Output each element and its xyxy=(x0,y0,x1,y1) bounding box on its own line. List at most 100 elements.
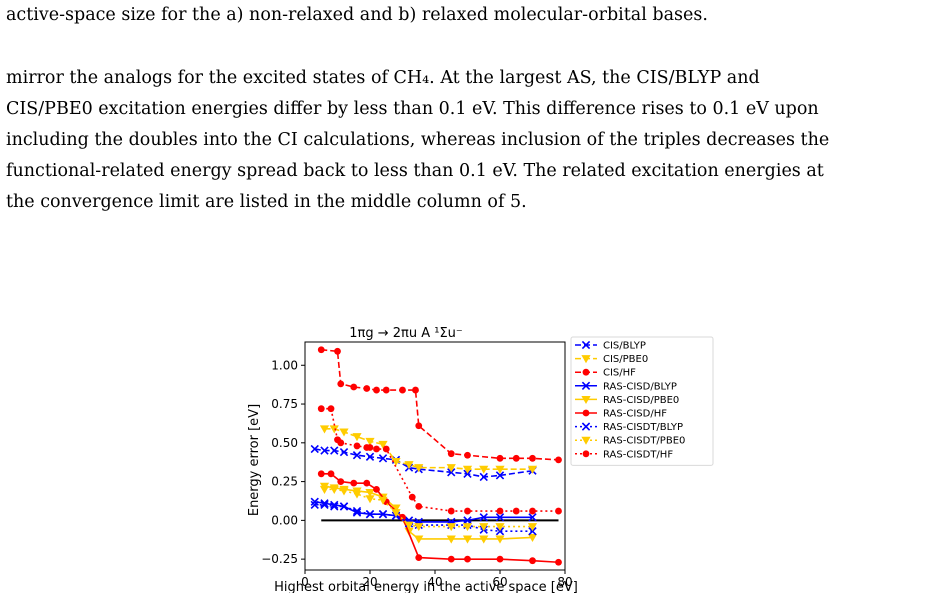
y-tick-label: 0.25 xyxy=(271,475,298,489)
data-point xyxy=(399,513,406,521)
data-point xyxy=(414,464,424,473)
legend-marker xyxy=(581,422,591,431)
body-line: CIS/PBE0 excitation energies differ by l… xyxy=(6,99,819,119)
data-point xyxy=(447,450,455,458)
data-point xyxy=(320,499,329,508)
data-point xyxy=(330,446,339,455)
data-point xyxy=(463,469,472,479)
data-point xyxy=(399,386,406,394)
data-point xyxy=(339,447,349,457)
data-point xyxy=(464,451,471,459)
legend: CIS/BLYP CIS/PBE0 CIS/HF RAS-CISD/BLYP RAS-C… xyxy=(570,336,714,466)
data-point xyxy=(327,405,335,413)
legend-label: RAS-CISDT/PBE0 xyxy=(603,436,685,447)
legend-marker xyxy=(581,340,591,350)
data-point xyxy=(373,445,380,453)
data-point xyxy=(363,385,371,392)
y-tick-label: 1.00 xyxy=(271,358,298,372)
data-point xyxy=(382,386,390,394)
chart-title: 1πg → 2πu A ¹Σu⁻ xyxy=(349,326,463,341)
data-point xyxy=(327,470,335,478)
data-point xyxy=(330,502,339,511)
legend-label: RAS-CISD/BLYP xyxy=(603,381,677,392)
data-point xyxy=(319,425,330,434)
data-point xyxy=(462,535,473,544)
data-point xyxy=(464,507,471,515)
data-point xyxy=(350,383,358,391)
data-point xyxy=(555,558,562,566)
legend-label: RAS-CISD/PBE0 xyxy=(603,395,679,406)
series-ras-cisd-hf xyxy=(317,470,562,566)
data-point xyxy=(378,440,388,449)
data-point xyxy=(479,465,489,474)
legend-marker xyxy=(581,355,591,364)
data-point xyxy=(404,461,414,470)
data-point xyxy=(495,523,505,532)
legend-marker xyxy=(582,368,590,376)
data-point xyxy=(495,465,505,474)
data-point xyxy=(378,496,388,505)
y-axis-label: Energy error [eV] xyxy=(247,404,262,516)
data-point xyxy=(365,437,375,446)
data-point xyxy=(446,523,456,532)
body-line: mirror the analogs for the excited state… xyxy=(6,68,760,88)
legend-marker xyxy=(581,381,591,390)
data-point xyxy=(446,464,456,473)
data-point xyxy=(527,465,538,474)
data-point xyxy=(447,555,455,563)
data-point xyxy=(462,465,473,474)
plot-layer: 0 20 40 60 80 −0.25 0.00 0.25 0.50 0.75 1.00 xyxy=(261,341,573,589)
data-point xyxy=(555,507,562,515)
body-line: the convergence limit are listed in the … xyxy=(6,192,527,212)
x-tick-label: 80 xyxy=(557,575,572,589)
data-point xyxy=(352,506,362,516)
data-point xyxy=(339,487,349,496)
data-point xyxy=(479,523,489,532)
data-point xyxy=(404,521,414,530)
data-point xyxy=(337,439,345,447)
data-point xyxy=(496,555,504,563)
data-point xyxy=(352,490,362,499)
plot-frame xyxy=(304,341,566,571)
data-point xyxy=(337,478,345,485)
data-point xyxy=(528,513,537,522)
body-paragraph: mirror the analogs for the excited state… xyxy=(6,63,941,218)
data-point xyxy=(373,386,380,394)
data-point xyxy=(414,523,424,532)
data-point xyxy=(464,555,471,563)
series-ras-cisdt-pbe0 xyxy=(319,485,538,532)
data-point xyxy=(527,523,538,532)
data-point xyxy=(378,509,388,519)
data-point xyxy=(414,535,424,544)
data-point xyxy=(330,500,339,510)
data-point xyxy=(320,500,329,510)
legend-marker xyxy=(582,450,590,458)
legend-marker xyxy=(581,395,591,404)
data-point xyxy=(529,454,536,462)
data-point xyxy=(353,442,361,450)
y-tick-label: −0.25 xyxy=(261,552,298,566)
data-point xyxy=(412,386,419,394)
data-point xyxy=(365,495,375,504)
data-point xyxy=(495,513,505,522)
data-point xyxy=(479,535,489,544)
legend-label: RAS-CISDT/BLYP xyxy=(603,422,683,433)
series-ras-cisdt-hf xyxy=(317,405,562,515)
data-point xyxy=(378,454,388,463)
data-point xyxy=(310,497,319,506)
data-point xyxy=(415,503,423,510)
y-tick-label: 0.00 xyxy=(271,513,298,527)
data-point xyxy=(352,451,362,460)
series-cis-hf xyxy=(317,346,562,464)
data-point xyxy=(479,513,488,522)
series-line xyxy=(321,407,559,512)
data-point xyxy=(391,504,401,513)
series-cis-pbe0 xyxy=(319,425,538,474)
x-tick-label: 60 xyxy=(492,575,507,589)
data-point xyxy=(352,433,362,442)
data-point xyxy=(319,485,330,494)
data-point xyxy=(527,533,538,543)
body-line: functional-related energy spread back to… xyxy=(6,161,824,181)
data-point xyxy=(317,346,325,354)
data-point xyxy=(415,422,423,430)
